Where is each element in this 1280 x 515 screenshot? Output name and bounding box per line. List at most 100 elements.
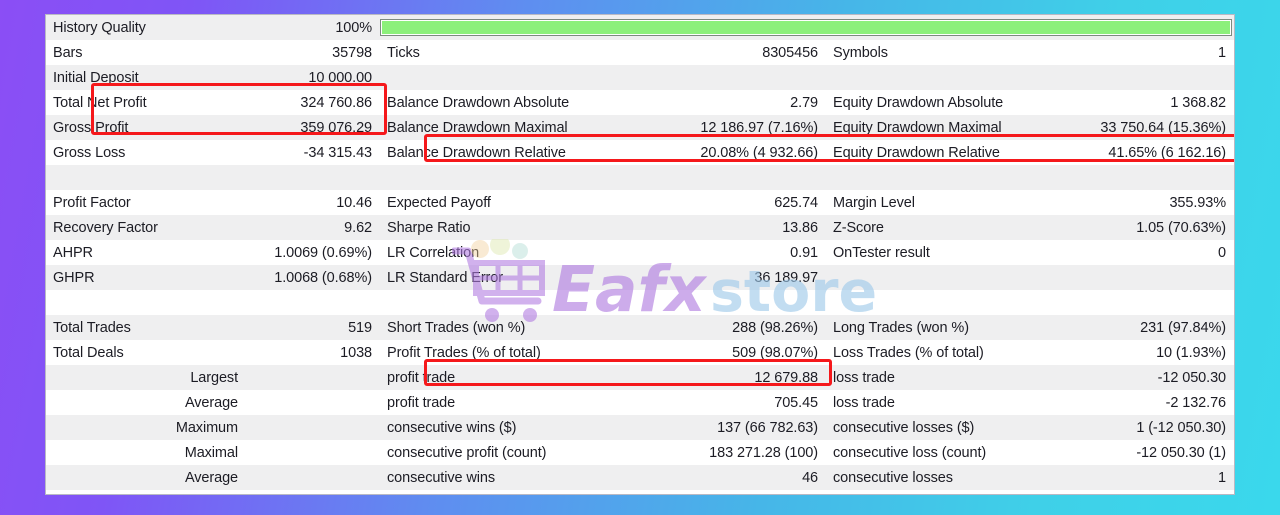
- row-value-col1: 10 000.00: [308, 69, 372, 86]
- row-value-col1: 324 760.86: [300, 94, 372, 111]
- report-row: Gross Profit 359 076.29 Balance Drawdown M…: [46, 115, 1234, 140]
- row-value-col2: 137 (66 782.63): [717, 419, 818, 436]
- row-value-col3: 10 (1.93%): [1156, 344, 1226, 361]
- row-label-col2: consecutive profit (count): [387, 444, 547, 461]
- row-value-col3: -12 050.30: [1157, 369, 1226, 386]
- row-label-col3: loss trade: [833, 369, 895, 386]
- row-value-col3: 1 (-12 050.30): [1136, 419, 1226, 436]
- row-label-col3: Equity Drawdown Absolute: [833, 94, 1004, 111]
- report-row: Average consecutive wins 46 consecutive los…: [46, 465, 1234, 490]
- row-label-col2: LR Standard Error: [387, 269, 503, 286]
- row-label-col3: [826, 265, 1046, 290]
- row-value-col3: 231 (97.84%): [1140, 319, 1226, 336]
- report-row: Gross Loss -34 315.43 Balance Drawdown Rel…: [46, 140, 1234, 165]
- row-label-col2: profit trade: [387, 394, 456, 411]
- report-row: Total Deals 1038 Profit Trades (% of total…: [46, 340, 1234, 365]
- row-value-col3: -2 132.76: [1165, 394, 1226, 411]
- row-value-col1: 359 076.29: [300, 119, 372, 136]
- row-label-col1: Bars: [53, 44, 83, 61]
- row-value-col1: 35798: [332, 44, 372, 61]
- row-label-col2: [380, 65, 600, 90]
- row-value-col2: 288 (98.26%): [732, 319, 818, 336]
- report-row: Profit Factor 10.46 Expected Payoff 625.74 M…: [46, 190, 1234, 215]
- row-label-col1: Total Net Profit: [53, 94, 147, 111]
- report-rows: History Quality 100% Bars 35798 Ticks 8305456…: [46, 15, 1234, 494]
- row-label-col1: Gross Profit: [53, 119, 129, 136]
- report-spacer-row: [46, 490, 1234, 494]
- row-label-col1: Total Trades: [53, 319, 131, 336]
- row-label-col1: Profit Factor: [53, 194, 131, 211]
- row-label-col3: Margin Level: [833, 194, 915, 211]
- report-row: Recovery Factor 9.62 Sharpe Ratio 13.86 Z-Sc…: [46, 215, 1234, 240]
- row-value-col1: [246, 440, 380, 465]
- row-label-col3: consecutive losses ($): [833, 419, 975, 436]
- row-value-col3: 1 368.82: [1170, 94, 1226, 111]
- row-label-col2: Sharpe Ratio: [387, 219, 471, 236]
- row-label-col3: consecutive loss (count): [833, 444, 987, 461]
- row-value-col2: 625.74: [774, 194, 818, 211]
- row-label-col1: Maximum: [175, 419, 238, 436]
- row-label-col2: Ticks: [387, 44, 420, 61]
- row-value-col3: 355.93%: [1169, 194, 1226, 211]
- row-label-col2: LR Correlation: [387, 244, 480, 261]
- report-spacer-row: [46, 165, 1234, 190]
- history-quality-bar-fill: [382, 21, 1230, 34]
- row-label-col3: Equity Drawdown Relative: [833, 144, 1000, 161]
- row-value-col1: [246, 365, 380, 390]
- row-value-col1: 1.0069 (0.69%): [274, 244, 372, 261]
- row-label-col1: GHPR: [53, 269, 95, 286]
- row-value-col3: 1.05 (70.63%): [1136, 219, 1226, 236]
- row-label-col3: OnTester result: [833, 244, 930, 261]
- report-row: Average profit trade 705.45 loss trade -2 13…: [46, 390, 1234, 415]
- row-label-col1: Maximal: [184, 444, 238, 461]
- row-value-col1: 1.0068 (0.68%): [274, 269, 372, 286]
- row-value-col2: 13.86: [782, 219, 818, 236]
- row-value-col2: 0.91: [790, 244, 818, 261]
- report-row: Maximum consecutive wins ($) 137 (66 782.6…: [46, 415, 1234, 440]
- row-label-col1: Recovery Factor: [53, 219, 158, 236]
- row-label-col1: Initial Deposit: [53, 69, 139, 86]
- row-label-col3: loss trade: [833, 394, 895, 411]
- report-row: Maximal consecutive profit (count) 183 271…: [46, 440, 1234, 465]
- row-label-col3: consecutive losses: [833, 469, 953, 486]
- row-label-col1: Total Deals: [53, 344, 124, 361]
- row-label-col3: [826, 65, 1046, 90]
- row-value-col3: [1046, 65, 1234, 90]
- report-row: Initial Deposit 10 000.00: [46, 65, 1234, 90]
- report-spacer-row: [46, 290, 1234, 315]
- row-label-col2: Profit Trades (% of total): [387, 344, 541, 361]
- row-label-col2: consecutive wins: [387, 469, 496, 486]
- row-value-col1: [246, 465, 380, 490]
- row-label-col2: Balance Drawdown Maximal: [387, 119, 568, 136]
- report-row: Bars 35798 Ticks 8305456 Symbols 1: [46, 40, 1234, 65]
- row-value-col3: 33 750.64 (15.36%): [1100, 119, 1226, 136]
- row-value-col1: 9.62: [344, 219, 372, 236]
- row-label-col3: Z-Score: [833, 219, 884, 236]
- report-row: Largest profit trade 12 679.88 loss trade -1…: [46, 365, 1234, 390]
- row-value-col2: 8305456: [762, 44, 818, 61]
- report-row: Total Trades 519 Short Trades (won %) 288 (…: [46, 315, 1234, 340]
- row-label-col3: Long Trades (won %): [833, 319, 969, 336]
- row-value-col2: [600, 65, 826, 90]
- row-value-col1: 10.46: [336, 194, 372, 211]
- report-row: Total Net Profit 324 760.86 Balance Drawdo…: [46, 90, 1234, 115]
- row-value-col2: 46: [802, 469, 818, 486]
- row-value-col3: -12 050.30 (1): [1136, 444, 1226, 461]
- row-label-col2: Balance Drawdown Relative: [387, 144, 566, 161]
- row-label-col1: Largest: [190, 369, 238, 386]
- row-label-col3: Symbols: [833, 44, 888, 61]
- row-value-col2: 183 271.28 (100): [709, 444, 818, 461]
- row-label-col1: AHPR: [53, 244, 93, 261]
- row-label-col2: profit trade: [387, 369, 456, 386]
- report-row: AHPR 1.0069 (0.69%) LR Correlation 0.91 OnTe…: [46, 240, 1234, 265]
- history-quality-bar: [380, 19, 1232, 36]
- row-value-col3: 1: [1218, 44, 1226, 61]
- row-value-col2: 36 189.97: [754, 269, 818, 286]
- row-value-col3: [1046, 265, 1234, 290]
- row-value-col1: 1038: [340, 344, 372, 361]
- row-value-col1: [246, 390, 380, 415]
- row-value-col2: 705.45: [774, 394, 818, 411]
- row-label-col1: Gross Loss: [53, 144, 126, 161]
- row-label-col2: Balance Drawdown Absolute: [387, 94, 570, 111]
- row-value-col3: 41.65% (6 162.16): [1108, 144, 1226, 161]
